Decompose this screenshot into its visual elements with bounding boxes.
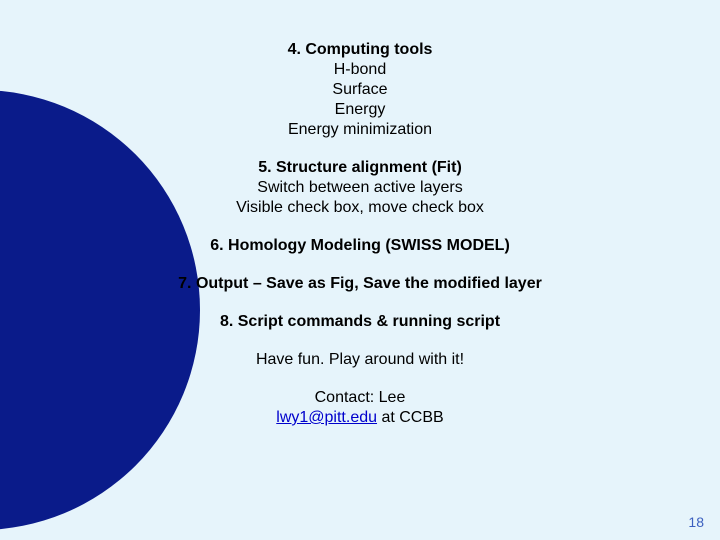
section-4-line-1: Surface (0, 80, 720, 100)
section-5-heading: 5. Structure alignment (Fit) (0, 158, 720, 178)
section-7-heading: 7. Output – Save as Fig, Save the modifi… (0, 274, 720, 294)
section-4-line-2: Energy (0, 100, 720, 120)
section-6-heading: 6. Homology Modeling (SWISS MODEL) (0, 236, 720, 256)
section-7: 7. Output – Save as Fig, Save the modifi… (0, 274, 720, 294)
section-fun: Have fun. Play around with it! (0, 350, 720, 370)
contact-suffix: at CCBB (377, 409, 444, 426)
section-5: 5. Structure alignment (Fit) Switch betw… (0, 158, 720, 218)
section-5-line-0: Switch between active layers (0, 178, 720, 198)
page-number: 18 (688, 514, 704, 530)
section-4-line-3: Energy minimization (0, 120, 720, 140)
fun-line: Have fun. Play around with it! (0, 350, 720, 370)
section-4-line-0: H-bond (0, 60, 720, 80)
contact-label: Contact: Lee (0, 388, 720, 408)
slide-content: 4. Computing tools H-bond Surface Energy… (0, 40, 720, 446)
section-6: 6. Homology Modeling (SWISS MODEL) (0, 236, 720, 256)
contact-line: lwy1@pitt.edu at CCBB (0, 408, 720, 428)
section-4: 4. Computing tools H-bond Surface Energy… (0, 40, 720, 140)
section-4-heading: 4. Computing tools (0, 40, 720, 60)
section-contact: Contact: Lee lwy1@pitt.edu at CCBB (0, 388, 720, 428)
contact-email-link[interactable]: lwy1@pitt.edu (276, 409, 377, 426)
section-5-line-1: Visible check box, move check box (0, 198, 720, 218)
section-8-heading: 8. Script commands & running script (0, 312, 720, 332)
slide: 4. Computing tools H-bond Surface Energy… (0, 0, 720, 540)
section-8: 8. Script commands & running script (0, 312, 720, 332)
